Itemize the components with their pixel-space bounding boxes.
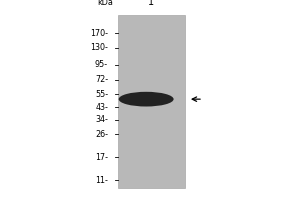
Text: 55-: 55-: [95, 90, 108, 99]
Text: 95-: 95-: [95, 60, 108, 69]
Text: 130-: 130-: [90, 43, 108, 52]
Text: kDa: kDa: [97, 0, 113, 7]
Text: 170-: 170-: [90, 29, 108, 38]
Text: 43-: 43-: [95, 103, 108, 112]
Ellipse shape: [119, 92, 174, 107]
Text: 72-: 72-: [95, 75, 108, 84]
Text: 11-: 11-: [95, 176, 108, 185]
Text: 26-: 26-: [95, 130, 108, 139]
Text: 1: 1: [148, 0, 154, 7]
Bar: [118, 15, 185, 188]
Text: 34-: 34-: [95, 115, 108, 124]
Text: 17-: 17-: [95, 153, 108, 162]
